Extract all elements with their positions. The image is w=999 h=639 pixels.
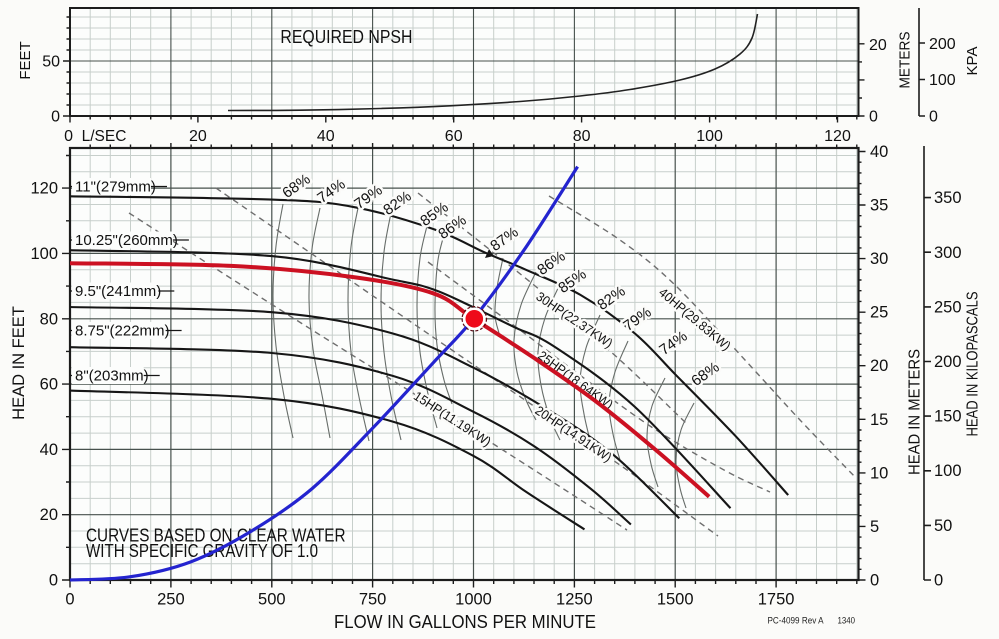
svg-text:60: 60	[445, 128, 463, 145]
svg-text:5: 5	[870, 518, 879, 536]
svg-text:HEAD IN FEET: HEAD IN FEET	[10, 306, 28, 420]
svg-text:1750: 1750	[758, 591, 795, 609]
svg-text:100: 100	[929, 72, 956, 89]
svg-text:1340: 1340	[838, 616, 856, 627]
svg-text:0: 0	[870, 572, 879, 590]
svg-text:L/SEC: L/SEC	[82, 128, 127, 145]
svg-text:20: 20	[869, 37, 887, 54]
svg-text:20: 20	[189, 128, 207, 145]
svg-text:50: 50	[934, 517, 952, 535]
svg-text:WITH SPECIFIC GRAVITY OF 1.0: WITH SPECIFIC GRAVITY OF 1.0	[86, 541, 318, 561]
svg-text:35: 35	[870, 197, 888, 215]
svg-text:HEAD IN KILOPASCALS: HEAD IN KILOPASCALS	[965, 292, 982, 437]
svg-text:40: 40	[870, 143, 888, 161]
svg-text:10.25"(260mm): 10.25"(260mm)	[75, 232, 178, 249]
svg-text:1500: 1500	[657, 591, 694, 609]
svg-text:50: 50	[42, 54, 60, 71]
svg-text:0: 0	[51, 109, 60, 126]
svg-text:200: 200	[934, 353, 962, 371]
svg-text:25: 25	[870, 304, 888, 322]
svg-text:300: 300	[934, 244, 962, 262]
svg-text:CURVES BASED ON CLEAR WATER: CURVES BASED ON CLEAR WATER	[86, 526, 346, 546]
svg-text:FEET: FEET	[17, 41, 34, 79]
svg-text:40: 40	[40, 441, 58, 459]
svg-text:150: 150	[934, 408, 962, 426]
svg-text:100: 100	[934, 462, 962, 480]
svg-text:11"(279mm): 11"(279mm)	[75, 179, 156, 196]
svg-text:FLOW IN GALLONS PER MINUTE: FLOW IN GALLONS PER MINUTE	[334, 611, 596, 632]
svg-text:HEAD IN METERS: HEAD IN METERS	[907, 349, 924, 475]
svg-text:0: 0	[64, 128, 73, 145]
svg-text:20: 20	[40, 506, 58, 524]
svg-text:250: 250	[157, 591, 185, 609]
svg-text:0: 0	[929, 109, 938, 126]
svg-text:0: 0	[65, 591, 74, 609]
svg-text:PC-4099 Rev A: PC-4099 Rev A	[768, 616, 825, 627]
svg-text:100: 100	[30, 245, 58, 263]
svg-text:8"(203mm): 8"(203mm)	[75, 368, 149, 385]
svg-text:KPA: KPA	[964, 47, 981, 76]
svg-text:200: 200	[929, 36, 956, 53]
svg-text:80: 80	[40, 310, 58, 328]
svg-text:750: 750	[359, 591, 387, 609]
svg-text:40: 40	[317, 128, 335, 145]
svg-text:20: 20	[870, 357, 888, 375]
svg-text:1250: 1250	[556, 591, 593, 609]
svg-text:0: 0	[934, 572, 943, 590]
svg-text:REQUIRED NPSH: REQUIRED NPSH	[280, 26, 412, 47]
svg-text:100: 100	[696, 128, 723, 145]
svg-text:120: 120	[824, 128, 851, 145]
svg-text:60: 60	[40, 376, 58, 394]
svg-text:METERS: METERS	[897, 32, 914, 89]
svg-text:15: 15	[870, 411, 888, 429]
svg-text:0: 0	[869, 109, 878, 126]
svg-text:10: 10	[870, 464, 888, 482]
svg-text:120: 120	[30, 180, 58, 198]
svg-text:80: 80	[573, 128, 591, 145]
svg-text:500: 500	[258, 591, 286, 609]
svg-text:1000: 1000	[455, 591, 492, 609]
svg-text:250: 250	[934, 298, 962, 316]
svg-text:350: 350	[934, 189, 962, 207]
svg-text:9.5"(241mm): 9.5"(241mm)	[75, 283, 161, 300]
svg-text:8.75"(222mm): 8.75"(222mm)	[75, 323, 170, 340]
svg-text:30: 30	[870, 250, 888, 268]
svg-text:0: 0	[49, 572, 58, 590]
